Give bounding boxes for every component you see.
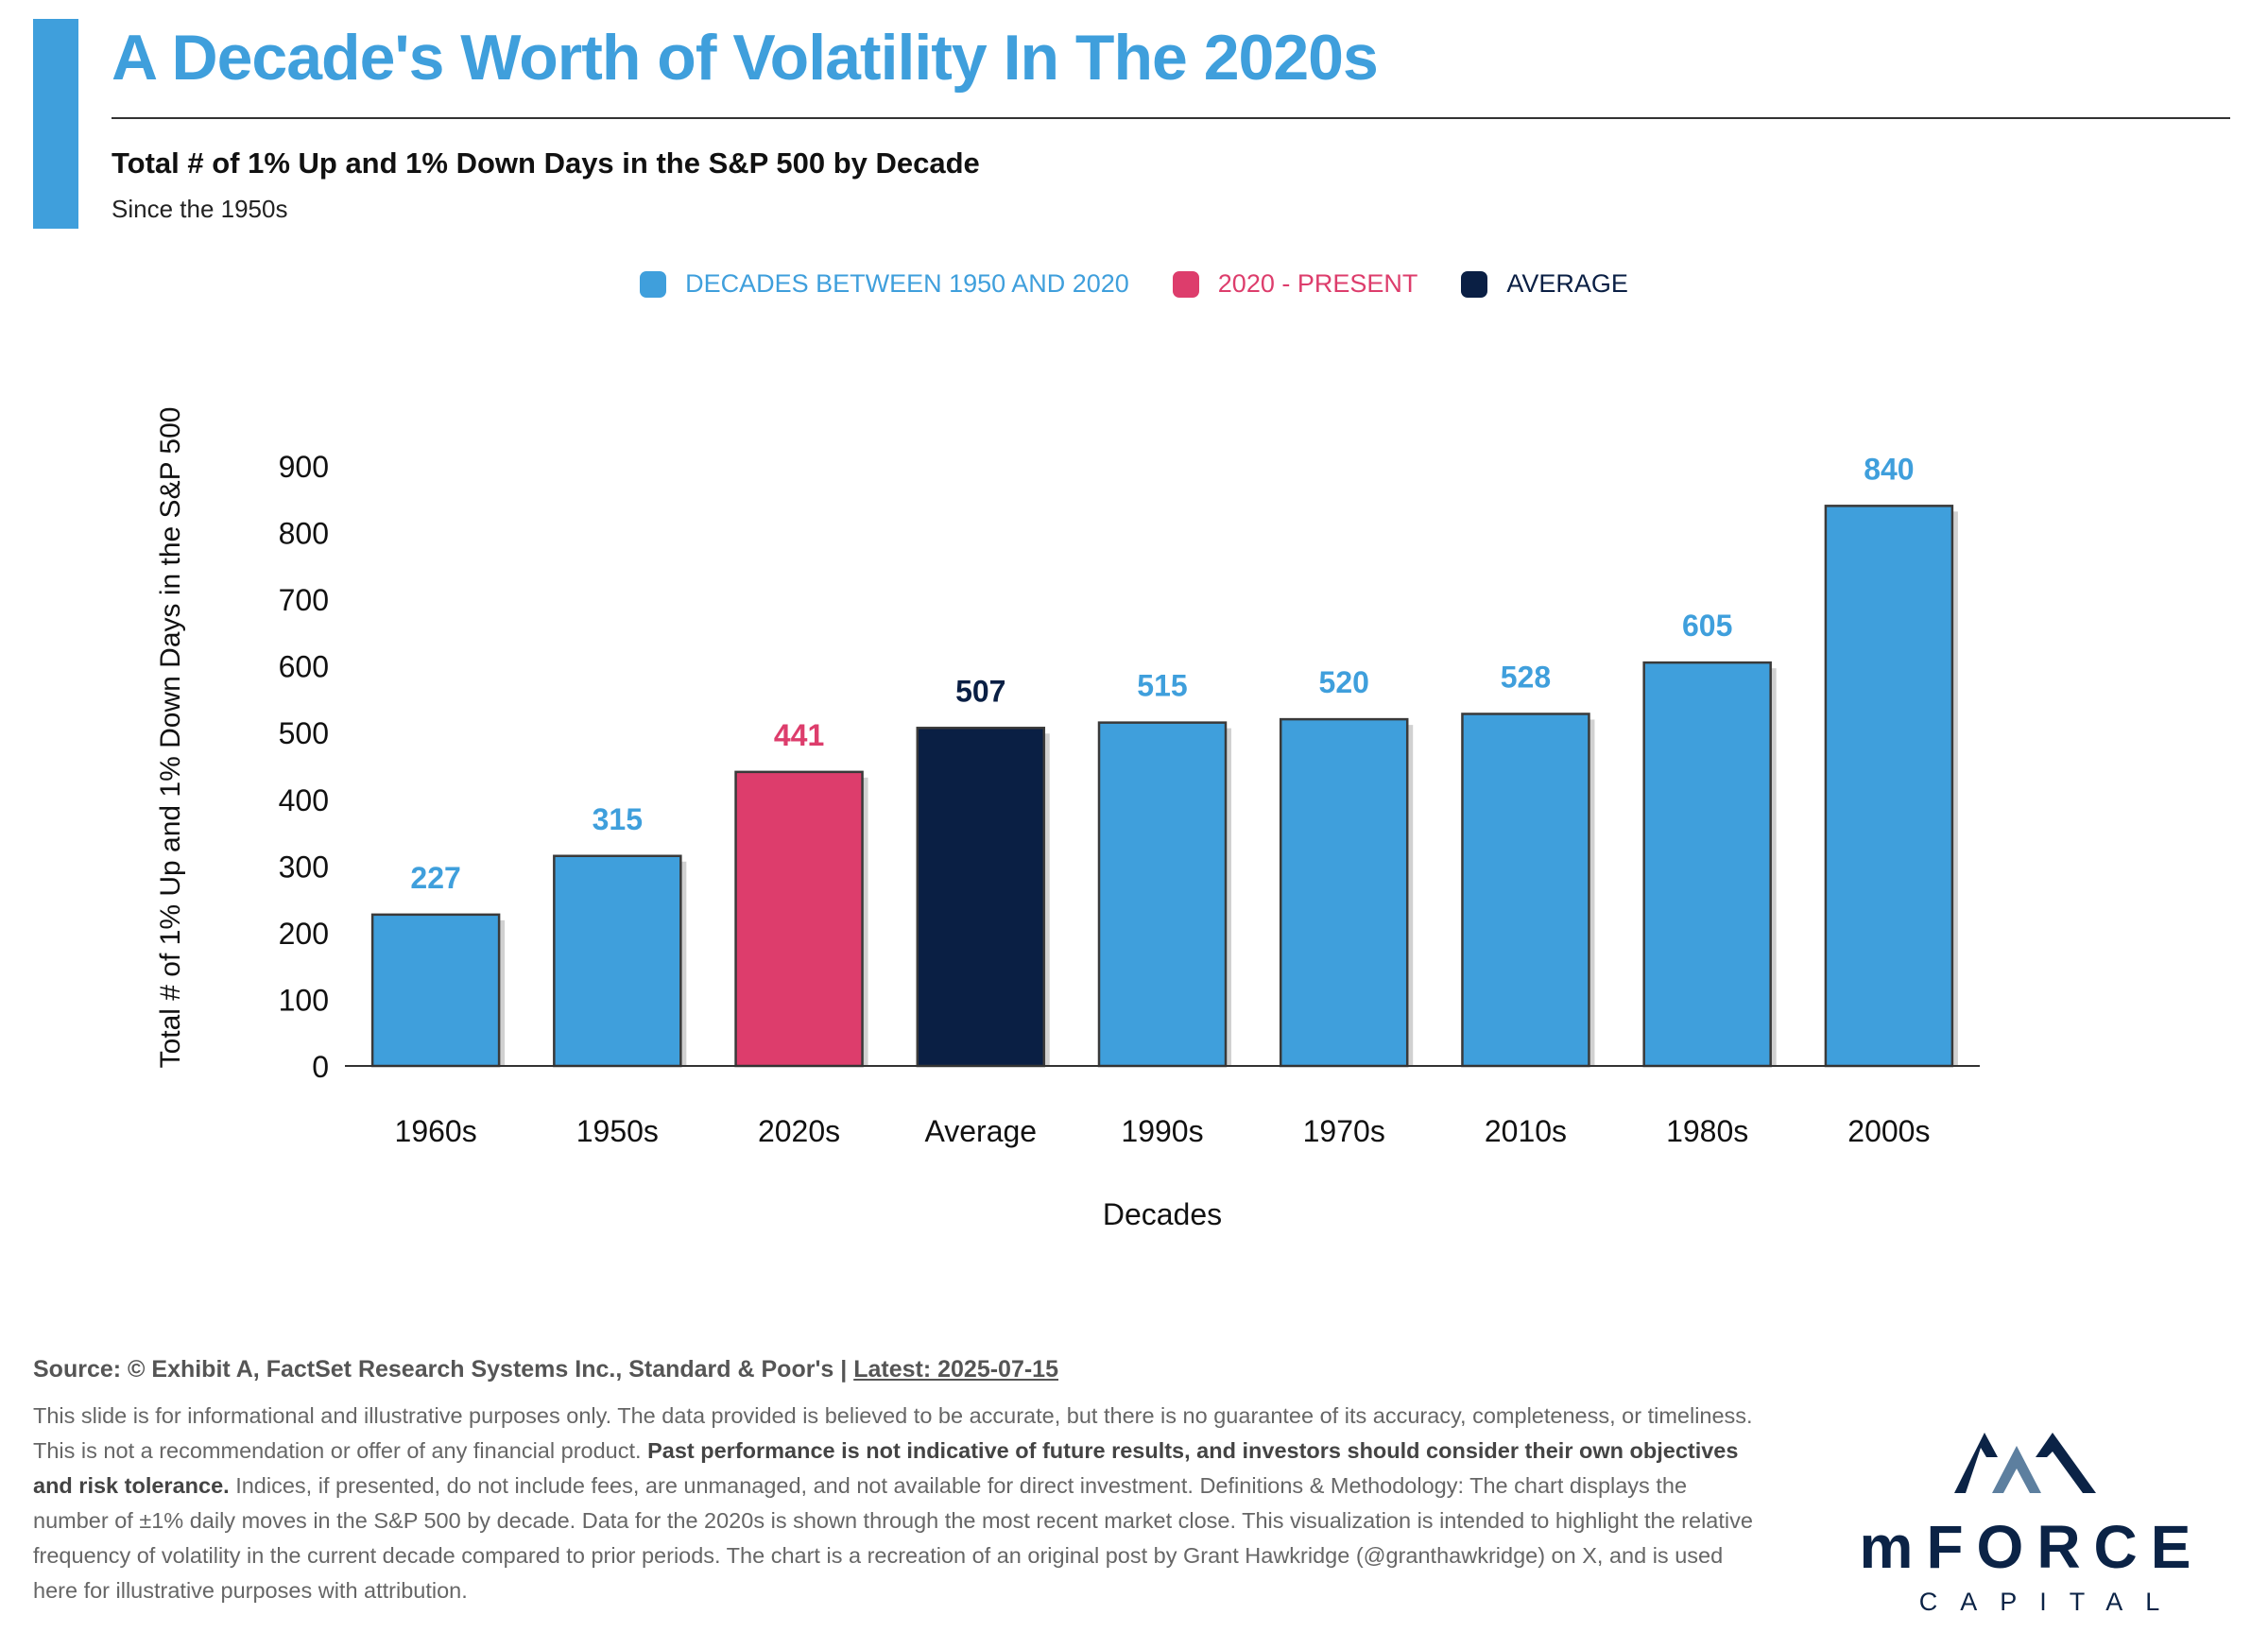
chart-subsubtitle: Since the 1950s <box>112 195 288 223</box>
data-label: 227 <box>410 861 460 895</box>
bar <box>370 913 501 1068</box>
data-label: 528 <box>1501 660 1551 694</box>
bar-chart: 0 100 200 300 400 500 600 700 800 900 Total # of 1… <box>155 407 1980 1231</box>
x-tick-label: 2000s <box>1847 1114 1930 1148</box>
bar <box>1642 661 1772 1068</box>
y-axis-label: Total # of 1% Up and 1% Down Days in the… <box>155 407 186 1069</box>
mountain-logo-icon <box>1954 1433 2096 1493</box>
title-divider <box>112 117 2230 119</box>
data-label: 605 <box>1682 609 1732 643</box>
legend-label-decades: DECADES BETWEEN 1950 AND 2020 <box>685 269 1129 298</box>
legend-label-present: 2020 - PRESENT <box>1217 269 1418 298</box>
legend-swatch-decades <box>640 270 667 298</box>
data-label: 515 <box>1137 669 1187 703</box>
y-tick-label: 100 <box>279 983 329 1017</box>
data-label: 315 <box>593 802 643 836</box>
bar <box>734 770 864 1068</box>
x-tick-label: 1980s <box>1666 1114 1748 1148</box>
bar <box>553 854 682 1068</box>
bar <box>1461 713 1590 1068</box>
legend-item-average: AVERAGE <box>1461 269 1628 299</box>
disclaimer-text: This slide is for informational and illu… <box>33 1399 1762 1608</box>
x-tick-label: 2010s <box>1485 1114 1567 1148</box>
y-tick-label: 800 <box>279 517 329 551</box>
x-tick-label: 1950s <box>576 1114 659 1148</box>
data-label: 507 <box>955 674 1005 708</box>
legend-label-average: AVERAGE <box>1506 269 1628 298</box>
x-tick-label: Average <box>924 1114 1037 1148</box>
accent-bar <box>33 19 78 229</box>
source-line: Source: © Exhibit A, FactSet Research Sy… <box>33 1356 1058 1383</box>
y-tick-label: 0 <box>312 1050 329 1084</box>
y-tick-label: 600 <box>279 650 329 684</box>
data-label: 441 <box>774 718 824 752</box>
legend-item-present: 2020 - PRESENT <box>1172 269 1418 299</box>
y-tick-label: 200 <box>279 917 329 951</box>
x-axis-label: Decades <box>1103 1197 1222 1231</box>
bar <box>1279 717 1409 1068</box>
bar <box>916 727 1046 1068</box>
y-tick-label: 300 <box>279 850 329 884</box>
y-tick-label: 700 <box>279 583 329 617</box>
disclaimer-bold: Past performance is not indicative of fu… <box>33 1438 1739 1498</box>
disclaimer-part-1: This slide is for informational and illu… <box>33 1403 1753 1463</box>
bar <box>1097 721 1228 1068</box>
disclaimer-part-2: Indices, if presented, do not include fe… <box>33 1473 1753 1603</box>
chart-subtitle: Total # of 1% Up and 1% Down Days in the… <box>112 146 980 180</box>
y-tick-label: 900 <box>279 450 329 484</box>
x-tick-label: 1970s <box>1303 1114 1385 1148</box>
legend-swatch-present <box>1172 270 1199 298</box>
latest-date-link[interactable]: Latest: 2025-07-15 <box>853 1356 1058 1383</box>
chart-legend: DECADES BETWEEN 1950 AND 2020 2020 - PRE… <box>0 269 2268 299</box>
source-text: Source: © Exhibit A, FactSet Research Sy… <box>33 1356 854 1383</box>
x-tick-label: 1960s <box>395 1114 477 1148</box>
company-logo: mFORCE CAPITAL <box>1824 1417 2240 1616</box>
x-tick-label: 1990s <box>1121 1114 1203 1148</box>
data-label: 840 <box>1864 452 1914 486</box>
logo-name: mFORCE <box>1859 1513 2205 1581</box>
y-tick-label: 400 <box>279 783 329 817</box>
y-tick-label: 500 <box>279 716 329 750</box>
data-label: 520 <box>1319 665 1369 699</box>
legend-swatch-average <box>1461 270 1488 298</box>
logo-subtitle: CAPITAL <box>1918 1588 2183 1616</box>
legend-item-decades: DECADES BETWEEN 1950 AND 2020 <box>640 269 1129 299</box>
page-title: A Decade's Worth of Volatility In The 20… <box>112 22 1379 94</box>
bar <box>1824 505 1954 1068</box>
x-tick-label: 2020s <box>758 1114 840 1148</box>
